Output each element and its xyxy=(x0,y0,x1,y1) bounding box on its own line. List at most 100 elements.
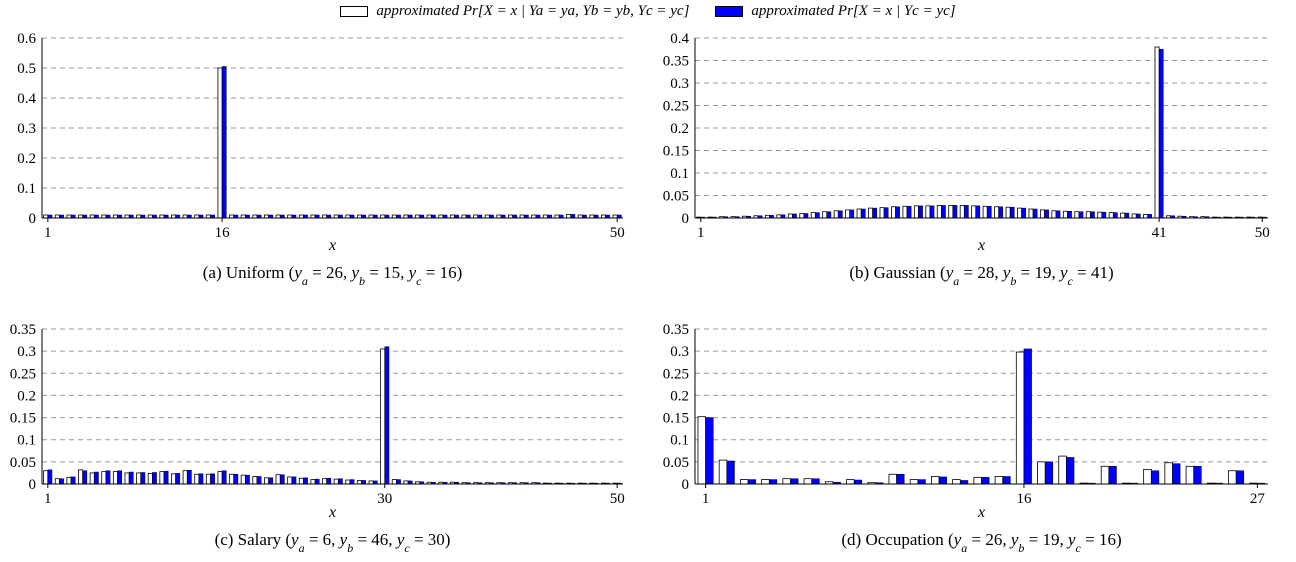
y-tick-label: 0.25 xyxy=(663,366,689,382)
y-tick-label: 0.35 xyxy=(663,54,689,70)
bar-conditional-yc xyxy=(938,476,947,485)
bar-conditional-all xyxy=(1100,465,1110,485)
y-tick-label: 0.25 xyxy=(663,99,689,115)
bar-conditional-all xyxy=(1185,465,1195,485)
y-tick-label: 0.15 xyxy=(10,411,36,427)
legend-item-a: approximated Pr[X = x | Ya = ya, Yb = yb… xyxy=(340,3,689,20)
x-tick-label: 50 xyxy=(610,491,625,507)
legend-label-a: approximated Pr[X = x | Ya = ya, Yb = yb… xyxy=(376,2,690,19)
y-tick-label: 0.2 xyxy=(17,151,36,167)
y-tick-label: 0.05 xyxy=(10,455,36,471)
x-tick-label: 1 xyxy=(702,491,710,507)
y-tick-label: 0.3 xyxy=(17,121,36,137)
y-tick-label: 0.15 xyxy=(663,411,689,427)
y-tick-label: 0.3 xyxy=(670,344,689,360)
bar-conditional-yc xyxy=(1023,348,1032,485)
bar-conditional-all xyxy=(697,416,707,485)
chart-caption: (c) Salary (ya = 6, yb = 46, yc = 30) xyxy=(215,530,451,555)
y-tick-label: 0.3 xyxy=(17,344,36,360)
x-tick-label: 16 xyxy=(1016,491,1032,507)
bar-conditional-yc xyxy=(1044,461,1054,485)
y-tick-label: 0.1 xyxy=(670,166,689,182)
y-tick-label: 0.6 xyxy=(17,31,36,47)
legend-swatch-white xyxy=(340,5,369,17)
bar-conditional-all xyxy=(803,478,813,485)
x-axis-label: x xyxy=(328,504,336,521)
chart-caption: (d) Occupation (ya = 26, yb = 19, yc = 1… xyxy=(841,530,1121,555)
bar-conditional-yc xyxy=(726,460,735,485)
bar-conditional-all xyxy=(1228,470,1237,485)
y-tick-label: 0.25 xyxy=(10,366,36,382)
bar-conditional-yc xyxy=(896,474,905,485)
bar-conditional-all xyxy=(761,479,770,485)
chart-caption: (b) Gaussian (ya = 28, yb = 19, yc = 41) xyxy=(849,263,1113,288)
bar-conditional-yc xyxy=(1193,466,1202,485)
x-tick-label: 27 xyxy=(1250,491,1266,507)
y-tick-label: 0.1 xyxy=(17,181,36,197)
y-tick-label: 0.2 xyxy=(17,388,36,404)
y-tick-label: 0.1 xyxy=(17,433,36,449)
y-tick-label: 0.05 xyxy=(663,189,689,205)
bar-conditional-yc xyxy=(747,479,756,485)
bar-conditional-all xyxy=(718,459,728,485)
bar-conditional-all xyxy=(931,476,940,485)
x-tick-label: 50 xyxy=(610,225,625,241)
bar-conditional-all xyxy=(1143,468,1152,485)
legend-swatch-blue xyxy=(715,5,744,17)
y-tick-label: 0.05 xyxy=(663,455,689,471)
x-tick-label: 50 xyxy=(1255,225,1270,241)
x-tick-label: 16 xyxy=(215,225,231,241)
x-tick-label: 1 xyxy=(697,225,705,241)
bar-conditional-all xyxy=(973,476,982,485)
y-tick-label: 0.35 xyxy=(663,322,689,338)
x-tick-label: 1 xyxy=(44,491,52,507)
bar-conditional-all xyxy=(740,479,749,485)
x-tick-label: 30 xyxy=(377,491,392,507)
legend-item-b: approximated Pr[X = x | Yc = yc] xyxy=(715,2,956,20)
bar-conditional-yc xyxy=(917,479,926,485)
bar-conditional-all xyxy=(1015,351,1025,485)
x-tick-label: 1 xyxy=(44,225,52,241)
x-tick-label: 41 xyxy=(1152,225,1167,241)
bar-conditional-all xyxy=(1037,461,1046,485)
chart-legend: approximated Pr[X = x | Ya = ya, Yb = yb… xyxy=(0,0,1296,22)
bar-conditional-all xyxy=(994,476,1004,485)
bar-conditional-all xyxy=(782,478,791,485)
y-tick-label: 0 xyxy=(29,477,37,493)
bar-conditional-yc xyxy=(853,479,863,485)
bar-conditional-all xyxy=(1058,455,1067,485)
bar-conditional-all xyxy=(1164,462,1173,485)
bar-conditional-yc xyxy=(705,417,714,485)
bar-conditional-yc xyxy=(1151,470,1160,485)
y-tick-label: 0.2 xyxy=(670,121,689,137)
bar-conditional-yc xyxy=(811,478,820,485)
bar-conditional-yc xyxy=(1002,476,1011,485)
chart-caption: (a) Uniform (ya = 26, yb = 15, yc = 16) xyxy=(203,263,462,288)
y-tick-label: 0 xyxy=(29,211,37,227)
y-tick-label: 0 xyxy=(682,211,690,227)
y-tick-label: 0.35 xyxy=(10,322,36,338)
bar-conditional-yc xyxy=(769,479,778,485)
y-tick-label: 0.2 xyxy=(670,388,689,404)
y-tick-label: 0 xyxy=(682,477,690,493)
y-tick-label: 0.1 xyxy=(670,433,689,449)
bar-conditional-all xyxy=(846,479,855,485)
x-axis-label: x xyxy=(977,237,985,254)
bar-conditional-yc xyxy=(981,477,990,485)
x-axis-label: x xyxy=(328,237,336,254)
bar-conditional-yc xyxy=(960,480,969,485)
bar-conditional-yc xyxy=(1108,466,1117,485)
bar-conditional-all xyxy=(952,479,961,485)
y-tick-label: 0.4 xyxy=(670,31,689,47)
x-axis-label: x xyxy=(977,504,985,521)
y-tick-label: 0.15 xyxy=(663,144,689,160)
y-tick-label: 0.3 xyxy=(670,76,689,92)
y-tick-label: 0.5 xyxy=(17,61,36,77)
bar-conditional-yc xyxy=(790,478,799,485)
legend-label-b: approximated Pr[X = x | Yc = yc] xyxy=(751,2,956,19)
bar-conditional-all xyxy=(909,479,919,485)
